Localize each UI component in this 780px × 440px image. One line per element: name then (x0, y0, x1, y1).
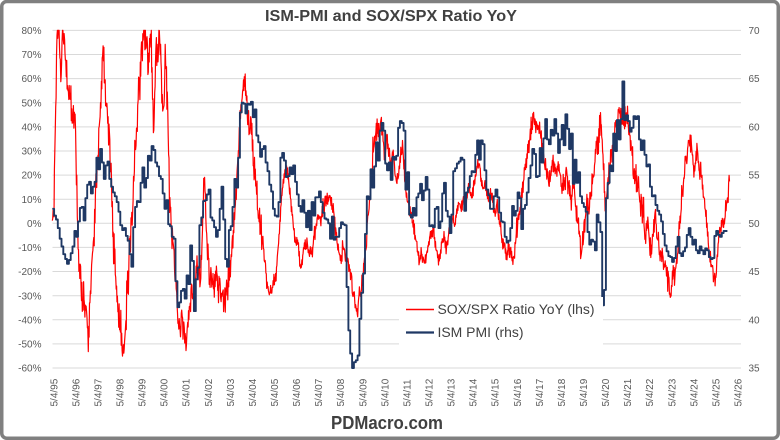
svg-text:80%: 80% (21, 26, 41, 37)
svg-text:-20%: -20% (18, 267, 41, 278)
svg-text:5/4/26: 5/4/26 (734, 378, 745, 406)
svg-text:5/4/11: 5/4/11 (402, 379, 413, 406)
svg-text:5/4/02: 5/4/02 (204, 378, 215, 406)
svg-text:5/4/08: 5/4/08 (336, 378, 347, 406)
svg-text:5/4/17: 5/4/17 (535, 378, 546, 406)
svg-text:35: 35 (749, 364, 761, 375)
svg-text:5/4/12: 5/4/12 (425, 378, 436, 406)
svg-text:30%: 30% (21, 147, 41, 158)
svg-text:5/4/10: 5/4/10 (380, 378, 391, 406)
svg-text:70: 70 (749, 26, 761, 37)
svg-text:SOX/SPX Ratio YoY (lhs): SOX/SPX Ratio YoY (lhs) (438, 302, 595, 317)
svg-text:40%: 40% (21, 123, 41, 134)
svg-text:60%: 60% (21, 74, 41, 85)
svg-text:-10%: -10% (18, 243, 41, 254)
svg-text:5/4/95: 5/4/95 (49, 378, 60, 406)
svg-text:5/4/25: 5/4/25 (711, 378, 722, 406)
svg-text:5/4/06: 5/4/06 (292, 378, 303, 406)
svg-text:ISM-PMI and SOX/SPX Ratio YoY: ISM-PMI and SOX/SPX Ratio YoY (265, 8, 518, 25)
svg-text:-50%: -50% (18, 340, 41, 351)
svg-text:5/4/00: 5/4/00 (160, 378, 171, 406)
svg-text:5/4/03: 5/4/03 (226, 378, 237, 406)
svg-text:5/4/07: 5/4/07 (314, 378, 325, 406)
svg-text:50%: 50% (21, 98, 41, 109)
svg-text:-40%: -40% (18, 315, 41, 326)
svg-text:ISM PMI (rhs): ISM PMI (rhs) (438, 325, 524, 340)
svg-text:5/4/04: 5/4/04 (248, 378, 259, 406)
svg-text:-60%: -60% (18, 364, 41, 375)
svg-text:5/4/97: 5/4/97 (93, 378, 104, 406)
svg-text:0%: 0% (27, 219, 42, 230)
svg-text:5/4/15: 5/4/15 (491, 378, 502, 406)
svg-text:5/4/05: 5/4/05 (270, 378, 281, 406)
svg-text:5/4/19: 5/4/19 (579, 378, 590, 406)
svg-text:5/4/24: 5/4/24 (689, 378, 700, 406)
svg-text:10%: 10% (21, 195, 41, 206)
svg-text:5/4/16: 5/4/16 (513, 378, 524, 406)
svg-text:45: 45 (749, 267, 761, 278)
svg-text:5/4/20: 5/4/20 (601, 378, 612, 406)
svg-text:5/4/22: 5/4/22 (645, 378, 656, 406)
svg-text:5/4/14: 5/4/14 (469, 378, 480, 406)
svg-text:5/4/01: 5/4/01 (182, 378, 193, 406)
svg-text:65: 65 (749, 74, 761, 85)
svg-text:5/4/09: 5/4/09 (358, 378, 369, 406)
svg-text:5/4/99: 5/4/99 (138, 378, 149, 406)
svg-text:-30%: -30% (18, 291, 41, 302)
svg-text:5/4/23: 5/4/23 (667, 378, 678, 406)
svg-text:5/4/18: 5/4/18 (557, 378, 568, 406)
svg-text:5/4/96: 5/4/96 (71, 378, 82, 406)
svg-text:40: 40 (749, 315, 761, 326)
svg-text:PDMacro.com: PDMacro.com (331, 412, 443, 433)
svg-text:5/4/13: 5/4/13 (447, 378, 458, 406)
svg-text:5/4/98: 5/4/98 (116, 378, 127, 406)
svg-text:20%: 20% (21, 171, 41, 182)
svg-text:5/4/21: 5/4/21 (623, 378, 634, 406)
svg-text:70%: 70% (21, 50, 41, 61)
svg-text:50: 50 (749, 219, 761, 230)
svg-text:55: 55 (749, 171, 761, 182)
svg-text:60: 60 (749, 123, 761, 134)
